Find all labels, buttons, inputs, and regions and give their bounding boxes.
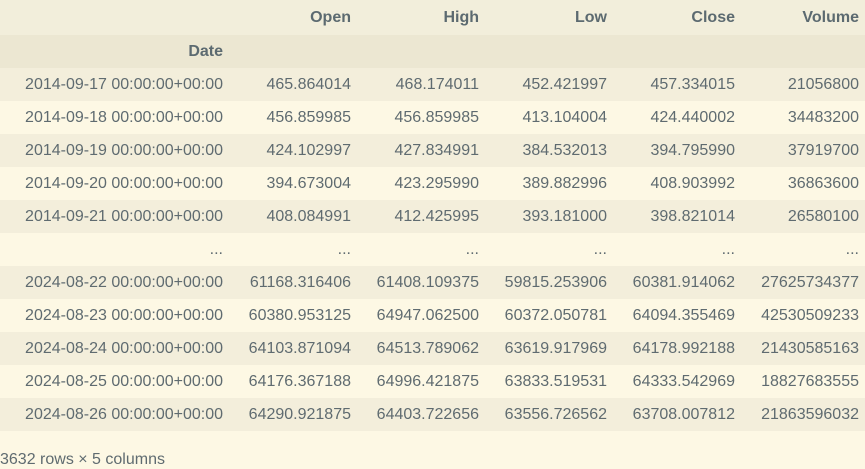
cell-open: 61168.316406	[249, 273, 351, 291]
index-name-row-blank	[485, 35, 613, 68]
column-header-low: Low	[575, 8, 607, 26]
table-row: 2014-09-20 00:00:00+00:00 394.673004 423.2…	[0, 167, 865, 200]
column-header-high: High	[443, 8, 479, 26]
cell-volume: 36863600	[787, 174, 859, 192]
cell-high: 456.859985	[394, 108, 479, 126]
cell-high: 412.425995	[394, 207, 479, 225]
cell-open: 408.084991	[266, 207, 351, 225]
table-row: 2014-09-19 00:00:00+00:00 424.102997 427.8…	[0, 134, 865, 167]
cell-close: 60381.914062	[632, 273, 735, 291]
cell-low: 384.532013	[522, 141, 607, 159]
cell-close: 64333.542969	[632, 372, 735, 390]
table-row: 2014-09-17 00:00:00+00:00 465.864014 468.1…	[0, 68, 865, 101]
table-row: 2014-09-18 00:00:00+00:00 456.859985 456.8…	[0, 101, 865, 134]
table-row: 2024-08-22 00:00:00+00:00 61168.316406 614…	[0, 266, 865, 299]
index-name-row-blank	[357, 35, 485, 68]
cell-low: 389.882996	[522, 174, 607, 192]
row-index-cell: 2024-08-22 00:00:00+00:00	[25, 273, 223, 291]
cell-open: 424.102997	[266, 141, 351, 159]
table-body: 2014-09-17 00:00:00+00:00 465.864014 468.1…	[0, 68, 865, 431]
cell-low: 63833.519531	[504, 372, 607, 390]
column-header-volume: Volume	[802, 8, 859, 26]
row-index-cell: 2014-09-20 00:00:00+00:00	[25, 174, 223, 192]
table-row: 2014-09-21 00:00:00+00:00 408.084991 412.4…	[0, 200, 865, 233]
column-header-row: Open High Low Close Volume	[0, 0, 865, 35]
cell-close: 394.795990	[650, 141, 735, 159]
table-row: 2024-08-26 00:00:00+00:00 64290.921875 644…	[0, 398, 865, 431]
cell-low: 393.181000	[522, 207, 607, 225]
cell-low: 59815.253906	[504, 273, 607, 291]
cell-close: 398.821014	[650, 207, 735, 225]
cell-volume: 34483200	[787, 108, 859, 126]
cell-volume: 27625734377	[761, 273, 859, 291]
table-header: Open High Low Close Volume Date	[0, 0, 865, 68]
cell-volume: 42530509233	[761, 306, 859, 324]
cell-high: 468.174011	[395, 75, 479, 93]
cell-high: 61408.109375	[376, 273, 479, 291]
cell-open: 64290.921875	[248, 405, 351, 423]
index-name-row: Date	[0, 35, 865, 68]
index-column-header-blank	[0, 0, 229, 35]
cell-open: 60380.953125	[248, 306, 351, 324]
index-name-row-blank	[613, 35, 741, 68]
row-index-cell: 2014-09-18 00:00:00+00:00	[25, 108, 223, 126]
row-index-cell: 2024-08-24 00:00:00+00:00	[25, 339, 223, 357]
cell-high: 64947.062500	[376, 306, 479, 324]
table-row: 2024-08-25 00:00:00+00:00 64176.367188 649…	[0, 365, 865, 398]
cell-high: 423.295990	[394, 174, 479, 192]
cell-high: 427.834991	[394, 141, 479, 159]
cell-volume: ...	[845, 240, 859, 258]
cell-close: ...	[721, 240, 735, 258]
cell-low: 60372.050781	[504, 306, 607, 324]
cell-open: 394.673004	[266, 174, 351, 192]
dataframe-shape-note: 3632 rows × 5 columns	[0, 451, 165, 468]
index-name-row-blank	[229, 35, 357, 68]
cell-high: 64403.722656	[376, 405, 479, 423]
cell-low: 452.421997	[522, 75, 607, 93]
row-index-cell: 2014-09-21 00:00:00+00:00	[25, 207, 223, 225]
index-name-header: Date	[188, 42, 223, 60]
cell-close: 63708.007812	[632, 405, 735, 423]
cell-close: 64094.355469	[632, 306, 735, 324]
cell-high: 64996.421875	[376, 372, 479, 390]
row-index-cell: 2014-09-19 00:00:00+00:00	[25, 141, 223, 159]
row-index-cell: 2024-08-25 00:00:00+00:00	[25, 372, 223, 390]
row-index-cell: ...	[209, 240, 223, 258]
cell-open: ...	[337, 240, 351, 258]
cell-open: 64176.367188	[248, 372, 351, 390]
cell-open: 465.864014	[266, 75, 351, 93]
cell-close: 424.440002	[650, 108, 735, 126]
index-name-row-blank	[741, 35, 865, 68]
cell-volume: 26580100	[787, 207, 859, 225]
table-row: 2024-08-24 00:00:00+00:00 64103.871094 645…	[0, 332, 865, 365]
table-row: 2024-08-23 00:00:00+00:00 60380.953125 649…	[0, 299, 865, 332]
cell-close: 457.334015	[650, 75, 735, 93]
cell-volume: 21056800	[787, 75, 859, 93]
column-header-open: Open	[310, 8, 351, 26]
cell-open: 64103.871094	[248, 339, 351, 357]
row-index-cell: 2024-08-26 00:00:00+00:00	[25, 405, 223, 423]
dataframe-table: Open High Low Close Volume Date 2014-09-…	[0, 0, 865, 431]
row-index-cell: 2014-09-17 00:00:00+00:00	[25, 75, 223, 93]
cell-low: 413.104004	[522, 108, 607, 126]
cell-volume: 37919700	[787, 141, 859, 159]
column-header-close: Close	[691, 8, 735, 26]
cell-low: ...	[593, 240, 607, 258]
cell-low: 63556.726562	[504, 405, 607, 423]
cell-volume: 18827683555	[761, 372, 859, 390]
cell-close: 64178.992188	[632, 339, 735, 357]
cell-volume: 21430585163	[761, 339, 859, 357]
cell-volume: 21863596032	[761, 405, 859, 423]
cell-low: 63619.917969	[504, 339, 607, 357]
cell-close: 408.903992	[650, 174, 735, 192]
ellipsis-row: ..................	[0, 233, 865, 266]
cell-high: ...	[465, 240, 479, 258]
cell-open: 456.859985	[266, 108, 351, 126]
cell-high: 64513.789062	[376, 339, 479, 357]
row-index-cell: 2024-08-23 00:00:00+00:00	[25, 306, 223, 324]
